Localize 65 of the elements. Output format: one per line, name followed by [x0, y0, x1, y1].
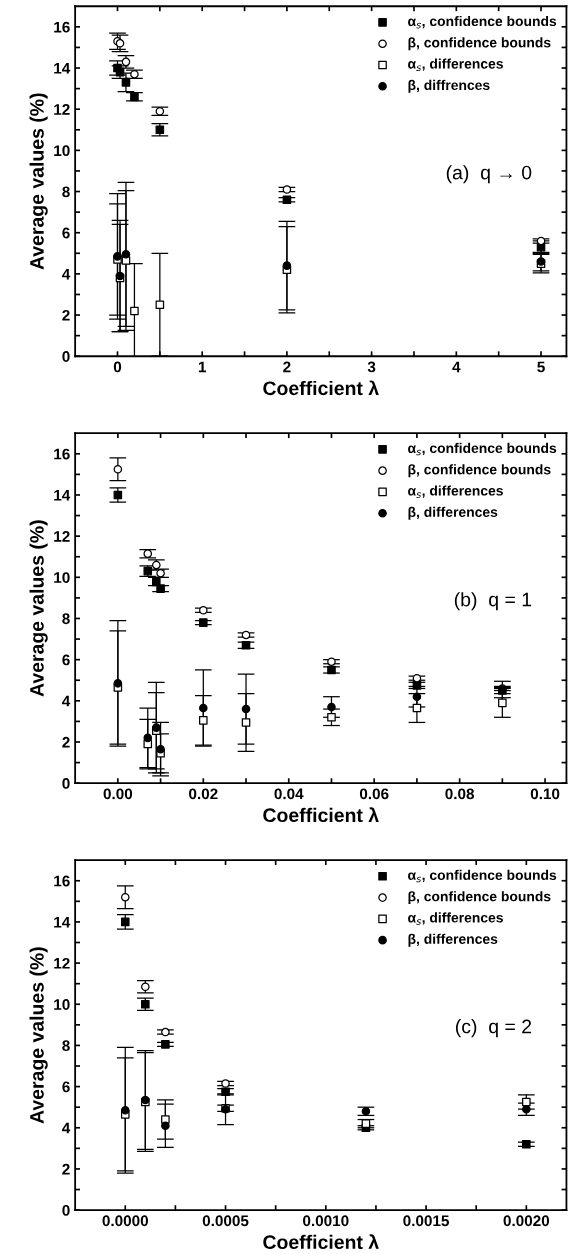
- annotation: (c) q = 2: [455, 1019, 532, 1038]
- y-tick-label: 6: [62, 654, 70, 666]
- x-axis-title: Coefficient λ: [263, 1234, 379, 1250]
- legend-label: α$_{s}$, differences: [408, 485, 503, 498]
- x-tick-label: 5: [537, 361, 545, 373]
- y-tick-label: 10: [54, 145, 70, 157]
- legend-label: α$_{s}$, differences: [408, 912, 503, 925]
- x-tick-label: 0.0015: [403, 1215, 450, 1227]
- y-tick-label: 14: [54, 63, 71, 74]
- y-tick-label: 12: [54, 104, 70, 115]
- x-tick-label: 2: [283, 361, 291, 373]
- y-tick-label: 16: [54, 875, 70, 887]
- legend-label: β, confidence bounds: [408, 464, 551, 478]
- x-tick-label: 0.00: [103, 788, 133, 800]
- y-axis-title: Average values (%): [29, 93, 48, 270]
- y-tick-label: 10: [54, 572, 70, 583]
- legend-label: β, confidence bounds: [408, 891, 551, 905]
- annotation: (b) q = 1: [454, 592, 532, 611]
- legend-label: α$_{s}$, confidence bounds: [408, 869, 557, 883]
- x-tick-label: 0.02: [189, 788, 218, 800]
- x-tick-label: 0.0000: [102, 1215, 149, 1227]
- x-tick-label: 3: [367, 361, 376, 373]
- x-tick-label: 0.10: [530, 788, 560, 800]
- y-tick-label: 4: [62, 695, 71, 707]
- legend-label: β, confidence bounds: [408, 37, 551, 51]
- y-tick-label: 2: [62, 309, 70, 321]
- y-tick-label: 12: [54, 531, 70, 542]
- legend-label: β, differences: [408, 506, 498, 520]
- legend-label: β, diffrences: [408, 79, 490, 93]
- y-tick-label: 6: [62, 227, 70, 239]
- x-tick-label: 0.08: [445, 788, 475, 800]
- y-tick-label: 12: [54, 957, 70, 969]
- y-tick-label: 2: [62, 736, 70, 748]
- legend-label: α$_{s}$, confidence bounds: [408, 442, 557, 456]
- y-tick-label: 0: [62, 351, 70, 362]
- y-tick-label: 4: [62, 268, 71, 280]
- y-tick-label: 14: [54, 916, 71, 928]
- x-tick-label: 0.04: [274, 788, 304, 800]
- y-axis-title: Average values (%): [29, 520, 48, 697]
- y-tick-label: 10: [54, 999, 70, 1010]
- y-axis-title: Average values (%): [29, 947, 48, 1124]
- y-tick-label: 8: [62, 186, 70, 198]
- annotation: (a) q → 0: [446, 165, 532, 184]
- x-tick-label: 1: [198, 361, 207, 373]
- y-tick-label: 0: [62, 778, 70, 789]
- x-tick-label: 0: [113, 361, 122, 373]
- x-tick-label: 4: [452, 361, 461, 373]
- x-tick-label: 0.0005: [202, 1215, 249, 1227]
- y-tick-label: 14: [54, 489, 71, 501]
- y-tick-label: 16: [54, 448, 70, 460]
- y-tick-label: 6: [62, 1081, 70, 1093]
- y-tick-label: 2: [62, 1163, 70, 1175]
- x-tick-label: 0.0020: [503, 1215, 550, 1227]
- legend-label: β, differences: [408, 933, 498, 947]
- x-tick-label: 0.06: [359, 788, 389, 800]
- x-axis-title: Coefficient λ: [263, 807, 379, 823]
- y-tick-label: 8: [62, 1040, 70, 1052]
- x-tick-label: 0.0010: [303, 1215, 349, 1227]
- y-tick-label: 0: [62, 1204, 70, 1216]
- y-tick-label: 8: [62, 613, 70, 625]
- legend-label: α$_{s}$, differences: [408, 58, 503, 71]
- x-axis-title: Coefficient λ: [263, 380, 379, 396]
- legend-label: α$_{s}$, confidence bounds: [408, 15, 557, 29]
- y-tick-label: 4: [62, 1122, 71, 1134]
- y-tick-label: 16: [54, 21, 70, 33]
